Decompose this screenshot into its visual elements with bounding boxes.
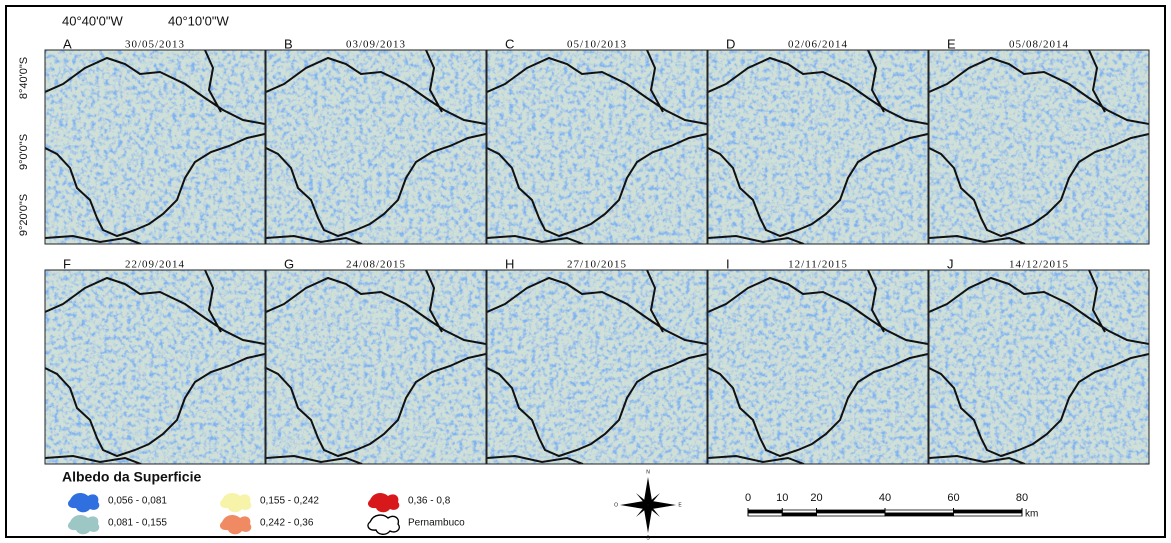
albedo-raster <box>708 50 928 244</box>
figure: 40°40'0"W 40°10'0"W 8°40'0"S 9°0'0"S 9°2… <box>0 0 1171 543</box>
panel-letter: D <box>726 36 735 51</box>
scale-label: 0 <box>745 492 751 504</box>
panel-letter: J <box>947 256 954 271</box>
lon-label: 40°10'0"W <box>168 13 229 28</box>
page: {"coordinates": {"top": ["40°40'0\"W", "… <box>0 0 1171 543</box>
scale-segment <box>817 513 886 516</box>
panel-date: 14/12/2015 <box>1009 259 1069 271</box>
lat-label: 9°0'0"S <box>18 134 30 170</box>
legend-label: 0,081 - 0,155 <box>108 518 167 529</box>
panel-date: 24/08/2015 <box>346 259 406 271</box>
panel-date: 02/06/2014 <box>788 39 848 51</box>
panel-letter: B <box>284 36 293 51</box>
panel-letter: H <box>505 256 514 271</box>
legend: 0,056 - 0,081 0,081 - 0,155 0,155 - 0,242 0… <box>68 493 465 534</box>
scale-segment <box>954 513 1023 516</box>
lat-label: 8°40'0"S <box>18 57 30 99</box>
scale-bar: 0 10 20 40 60 80 km <box>745 492 1038 520</box>
map-panel <box>266 50 486 244</box>
albedo-raster <box>929 50 1149 244</box>
map-panel <box>487 50 707 244</box>
scale-label: 10 <box>776 492 788 504</box>
panel-letter: F <box>63 256 71 271</box>
albedo-raster <box>487 50 707 244</box>
scale-segment <box>782 510 816 513</box>
legend-swatch <box>68 515 99 534</box>
map-panel <box>45 270 265 464</box>
panel-date: 27/10/2015 <box>567 259 627 271</box>
panel-date: 30/05/2013 <box>125 39 185 51</box>
legend-swatch <box>368 515 399 534</box>
map-panel <box>266 270 486 464</box>
scale-segment <box>885 510 954 513</box>
albedo-raster <box>266 270 486 464</box>
legend-label: 0,242 - 0,36 <box>260 518 314 529</box>
albedo-raster <box>487 270 707 464</box>
scale-label: 60 <box>947 492 959 504</box>
panel-date: 12/11/2015 <box>788 259 848 271</box>
scale-label: 20 <box>810 492 822 504</box>
scale-segment <box>954 510 1023 513</box>
map-panel <box>487 270 707 464</box>
scale-label: 40 <box>879 492 891 504</box>
legend-label: Pernambuco <box>408 518 465 529</box>
map-panel <box>45 50 265 244</box>
panel-date: 22/09/2014 <box>125 259 185 271</box>
panel-date: 03/09/2013 <box>346 39 406 51</box>
map-panel <box>929 270 1149 464</box>
legend-swatch <box>368 493 399 512</box>
compass-label: N <box>646 469 650 475</box>
legend-label: 0,36 - 0,8 <box>408 496 451 507</box>
compass-label: E <box>678 502 682 508</box>
legend-title: Albedo da Superficie <box>62 469 201 485</box>
lat-label: 9°20'0"S <box>18 194 30 236</box>
compass-label: O <box>614 502 618 508</box>
scale-segment <box>748 510 782 513</box>
scale-segment <box>885 513 954 516</box>
panel-letter: A <box>63 36 72 51</box>
map-panel <box>708 50 928 244</box>
albedo-raster <box>708 270 928 464</box>
albedo-raster <box>266 50 486 244</box>
albedo-raster <box>929 270 1149 464</box>
lon-label: 40°40'0"W <box>62 13 123 28</box>
scale-segment <box>782 513 816 516</box>
panel-letter: C <box>505 36 514 51</box>
albedo-raster <box>45 50 265 244</box>
scale-segment <box>748 513 782 516</box>
legend-label: 0,155 - 0,242 <box>260 496 319 507</box>
legend-label: 0,056 - 0,081 <box>108 496 167 507</box>
scale-unit: km <box>1025 509 1038 520</box>
legend-swatch <box>220 515 251 534</box>
scale-label: 80 <box>1016 492 1028 504</box>
scale-segment <box>817 510 886 513</box>
panel-letter: E <box>947 36 956 51</box>
panel-date: 05/08/2014 <box>1009 39 1069 51</box>
compass: N E S O <box>614 469 682 541</box>
panels: A 30/05/2013 B 03/09/2013 C 05/10/2013 D 02/06/… <box>45 36 1149 464</box>
legend-swatch <box>220 493 251 512</box>
panel-letter: G <box>284 256 294 271</box>
panel-date: 05/10/2013 <box>567 39 627 51</box>
legend-swatch <box>68 493 99 512</box>
panel-letter: I <box>726 256 730 271</box>
albedo-raster <box>45 270 265 464</box>
map-panel <box>708 270 928 464</box>
map-panel <box>929 50 1149 244</box>
